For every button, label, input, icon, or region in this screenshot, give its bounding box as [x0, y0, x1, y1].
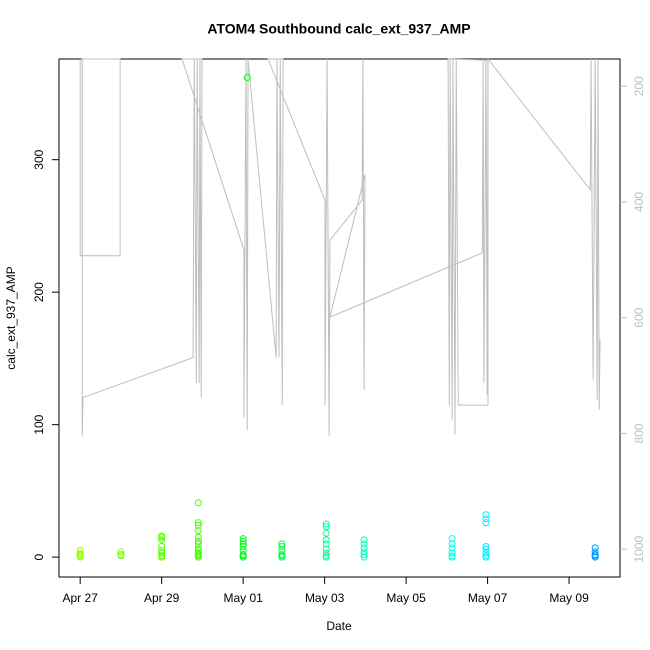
point [448, 535, 456, 543]
point [482, 549, 490, 557]
x-tick-label: May 09 [549, 591, 589, 605]
point [482, 515, 490, 523]
point [117, 550, 125, 558]
point [158, 549, 166, 557]
y2-tick-label: 1000 [632, 536, 646, 563]
y2-tick-label: 800 [632, 423, 646, 443]
chart-title: ATOM4 Southbound calc_ext_937_AMP [207, 21, 470, 37]
point [322, 552, 330, 560]
point [194, 533, 202, 541]
point [76, 547, 84, 555]
point [278, 550, 286, 558]
point [158, 532, 166, 540]
y2-tick-label: 200 [632, 76, 646, 96]
point [158, 543, 166, 551]
point [194, 547, 202, 555]
point [243, 74, 251, 82]
point [482, 543, 490, 551]
point [448, 540, 456, 548]
y2-tick-label: 400 [632, 192, 646, 212]
line-series [79, 57, 601, 436]
point [158, 552, 166, 560]
point [591, 548, 599, 556]
y2-tick-label: 600 [632, 307, 646, 327]
point [239, 550, 247, 558]
point [322, 529, 330, 537]
point [117, 548, 125, 556]
point [360, 536, 368, 544]
point [194, 527, 202, 535]
x-tick-label: May 01 [223, 591, 263, 605]
point [360, 540, 368, 548]
point [322, 540, 330, 548]
x-axis-label: Date [326, 619, 352, 633]
point [591, 550, 599, 558]
point [482, 545, 490, 553]
y-tick-label: 200 [32, 282, 46, 302]
y-tick-label: 100 [32, 414, 46, 434]
point [448, 552, 456, 560]
point [322, 520, 330, 528]
point [278, 547, 286, 555]
x-tick-label: May 03 [305, 591, 345, 605]
x-tick-label: Apr 27 [63, 591, 99, 605]
point [360, 550, 368, 558]
point [322, 523, 330, 531]
point [322, 536, 330, 544]
point [194, 544, 202, 552]
point [322, 549, 330, 557]
point [591, 544, 599, 552]
point [239, 547, 247, 555]
point [278, 540, 286, 548]
point [448, 549, 456, 557]
x-tick-label: May 05 [386, 591, 426, 605]
point [482, 552, 490, 560]
point [239, 535, 247, 543]
point [360, 553, 368, 561]
y-tick-label: 0 [32, 553, 46, 560]
point [278, 543, 286, 551]
x-tick-label: Apr 29 [144, 591, 180, 605]
point [322, 545, 330, 553]
point [482, 519, 490, 527]
point [360, 544, 368, 552]
y-tick-label: 300 [32, 149, 46, 169]
point [76, 549, 84, 557]
point [194, 519, 202, 527]
point [194, 521, 202, 529]
point [194, 540, 202, 548]
x-tick-label: May 07 [468, 591, 508, 605]
point [194, 499, 202, 507]
point [194, 549, 202, 557]
y-axis-label: calc_ext_937_AMP [4, 266, 18, 369]
point [194, 537, 202, 545]
point [158, 536, 166, 544]
point [360, 548, 368, 556]
point [239, 543, 247, 551]
point [448, 544, 456, 552]
point [482, 511, 490, 519]
point [239, 540, 247, 548]
point [158, 547, 166, 555]
point [239, 537, 247, 545]
